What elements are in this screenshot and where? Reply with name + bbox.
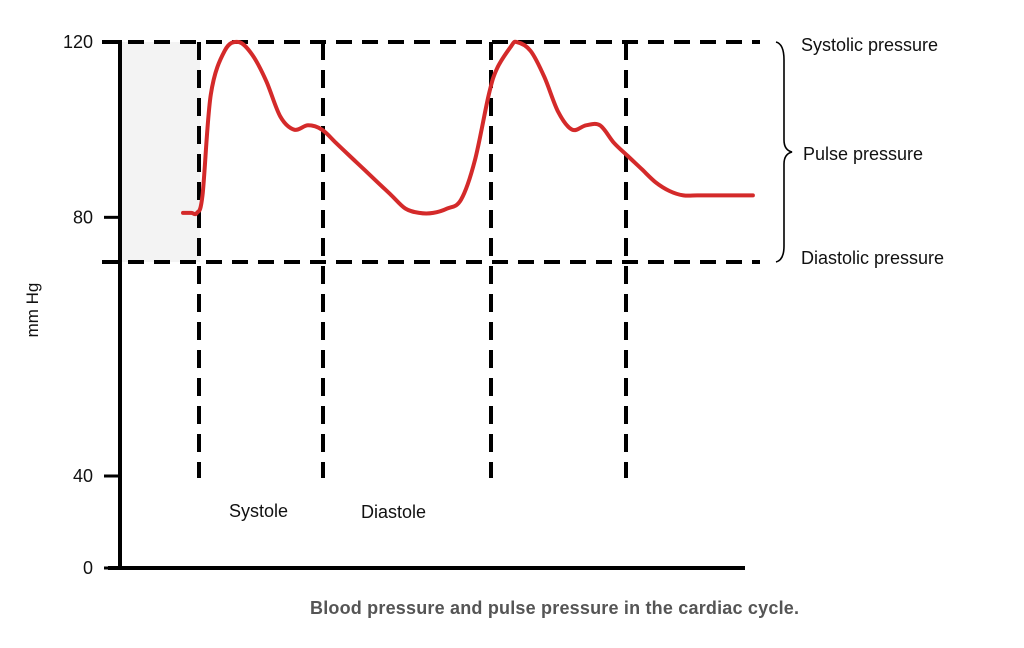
pulse-pressure-band [120, 42, 200, 262]
y-tick-label: 120 [63, 32, 93, 52]
figure-caption: Blood pressure and pulse pressure in the… [310, 598, 800, 618]
pulse-pressure-label: Pulse pressure [803, 144, 923, 164]
systolic-pressure-label: Systolic pressure [801, 35, 938, 55]
diastolic-pressure-label: Diastolic pressure [801, 248, 944, 268]
y-ticks: 0 40 80 120 [63, 32, 120, 578]
y-axis-label: mm Hg [23, 283, 42, 338]
systole-label: Systole [229, 501, 288, 521]
diastole-label: Diastole [361, 502, 426, 522]
blood-pressure-curve [181, 39, 755, 217]
y-tick-label: 80 [73, 207, 93, 227]
pulse-pressure-brace [775, 41, 793, 263]
y-tick-label: 0 [83, 558, 93, 578]
y-tick-label: 40 [73, 466, 93, 486]
